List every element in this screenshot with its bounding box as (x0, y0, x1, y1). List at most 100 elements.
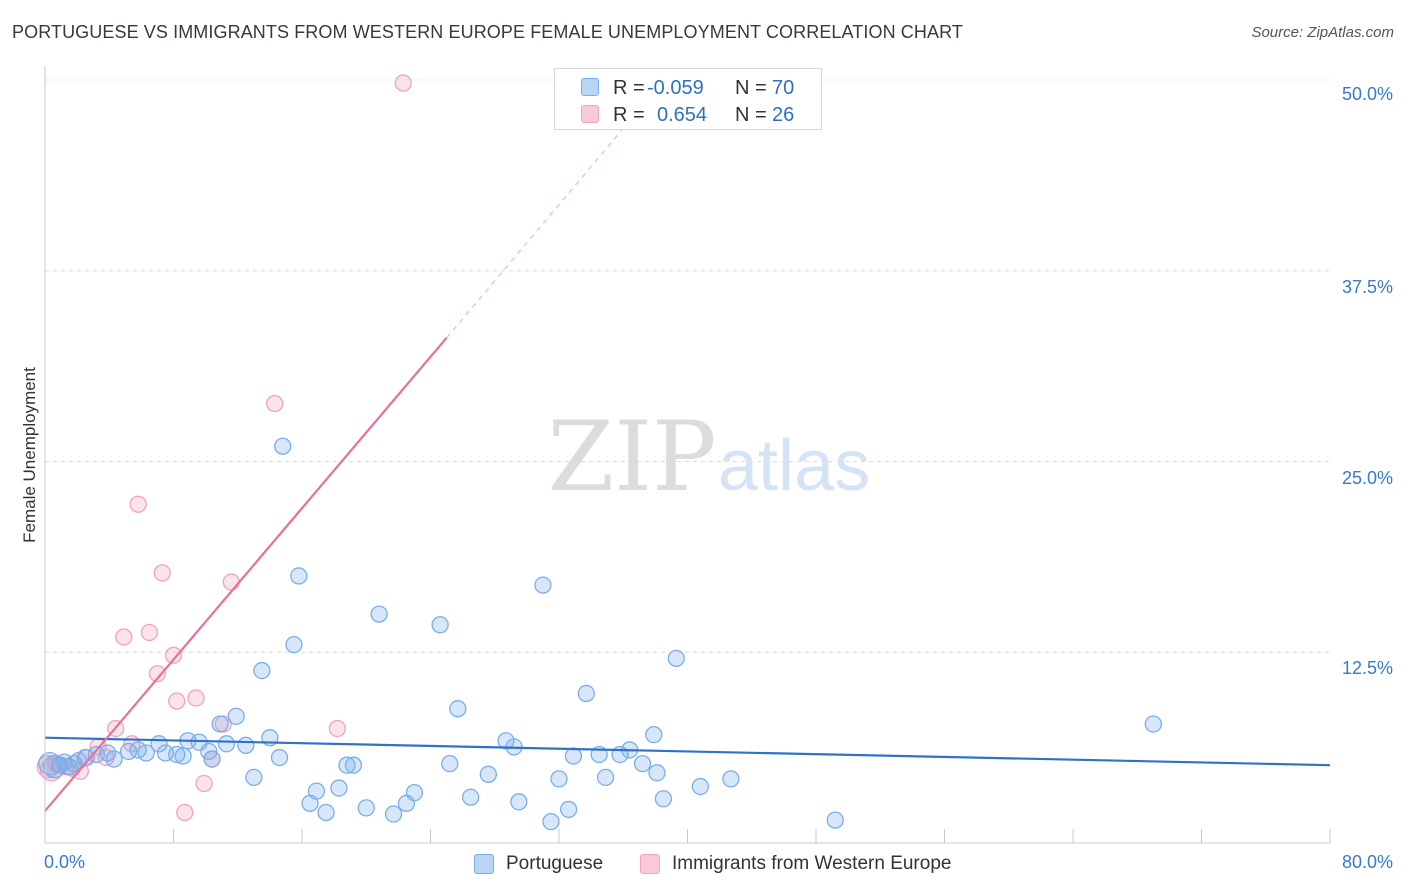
y-tick-label: 50.0% (1341, 84, 1393, 104)
portuguese-point (384, 805, 403, 823)
immigrants-point (140, 623, 159, 642)
y-tick-label: 25.0% (1341, 467, 1393, 488)
chart-title: PORTUGUESE VS IMMIGRANTS FROM WESTERN EU… (12, 22, 963, 42)
immigrants-point (153, 564, 171, 582)
portuguese-point (826, 811, 844, 829)
r-value: -0.059 (647, 77, 704, 99)
portuguese-point (559, 800, 578, 819)
portuguese-swatch (474, 854, 494, 874)
portuguese-point (338, 756, 356, 774)
immigrants-point (222, 573, 240, 591)
immigrants-point (328, 719, 346, 738)
portuguese-point (542, 812, 560, 831)
portuguese-swatch (581, 78, 599, 96)
portuguese-point (307, 782, 326, 800)
portuguese-point (237, 736, 255, 754)
portuguese-point (370, 605, 388, 623)
portuguese-point (1144, 715, 1162, 733)
immigrants-trend-line (44, 337, 448, 812)
x-tick-label: 80.0% (1341, 852, 1393, 872)
immigrants-point (195, 774, 213, 793)
portuguese-point (98, 744, 117, 762)
portuguese-point (168, 745, 186, 764)
immigrants-point (394, 74, 412, 92)
portuguese-point (274, 437, 292, 455)
series-portuguese-points (38, 437, 1162, 831)
immigrants-point (187, 689, 205, 707)
portuguese-point (534, 576, 552, 594)
portuguese-point (317, 803, 335, 822)
trend-lines (44, 122, 1331, 812)
portuguese-point (441, 754, 459, 773)
immigrants-point (148, 664, 167, 683)
watermark: ZIP atlas (547, 401, 870, 513)
n-label: N = (735, 104, 767, 126)
portuguese-point (76, 748, 94, 767)
r-label: R = (613, 104, 645, 126)
n-value: 26 (772, 104, 795, 126)
portuguese-point (633, 754, 652, 773)
y-tick-label: 37.5% (1341, 276, 1393, 297)
portuguese-point (645, 726, 663, 744)
portuguese-trend-line (44, 736, 1331, 767)
portuguese-point (449, 700, 467, 718)
portuguese-point (691, 777, 709, 796)
series-immigrants-points (36, 74, 412, 822)
axes (44, 66, 1331, 844)
x-tick-label: 0.0% (44, 852, 86, 872)
portuguese-point (217, 735, 236, 753)
portuguese-point (648, 764, 666, 782)
portuguese-point (227, 707, 245, 725)
immigrants-point (129, 495, 147, 513)
portuguese-point (60, 758, 78, 776)
portuguese-point (596, 768, 615, 787)
immigrants-trend-extension (446, 122, 629, 339)
portuguese-point (344, 756, 363, 774)
immigrants-point (164, 646, 183, 664)
portuguese-point (245, 768, 263, 787)
portuguese-point (550, 770, 568, 788)
portuguese-point (667, 649, 685, 668)
grid-lines (45, 79, 1330, 653)
n-value: 70 (772, 77, 795, 99)
watermark-atlas: atlas (718, 426, 870, 506)
portuguese-point (174, 747, 192, 765)
portuguese-point (290, 567, 308, 585)
watermark-zip: ZIP (547, 401, 716, 513)
portuguese-point (211, 715, 229, 733)
portuguese-point (105, 750, 123, 768)
r-label: R = (613, 77, 645, 99)
series-legend: Portuguese Immigrants from Western Europ… (0, 850, 1406, 880)
portuguese-point (285, 635, 303, 654)
portuguese-point (203, 750, 221, 768)
portuguese-point (564, 747, 583, 765)
legend-label: Immigrants from Western Europe (672, 853, 952, 874)
portuguese-point (253, 661, 271, 680)
source-label: Source: ZipAtlas.com (1251, 24, 1394, 41)
correlation-legend: R = -0.059 N = 70 R = 0.654 N = 26 (554, 68, 822, 130)
y-tick-label: 12.5% (1341, 658, 1393, 679)
immigrants-point (266, 394, 284, 413)
immigrants-swatch (640, 854, 660, 874)
portuguese-point (479, 765, 497, 783)
portuguese-point (431, 616, 449, 634)
portuguese-point (510, 793, 528, 811)
portuguese-point (405, 783, 424, 802)
immigrants-point (176, 803, 194, 822)
portuguese-point (42, 755, 67, 779)
immigrants-point (168, 692, 186, 710)
portuguese-point (137, 744, 155, 762)
portuguese-point (270, 748, 289, 767)
r-value: 0.654 (657, 104, 708, 126)
portuguese-point (357, 799, 375, 817)
immigrants-swatch (581, 105, 599, 123)
immigrants-point (115, 628, 133, 646)
portuguese-point (722, 770, 740, 788)
portuguese-point (577, 684, 595, 703)
portuguese-point (330, 779, 348, 797)
portuguese-point (462, 788, 480, 806)
legend-label: Portuguese (506, 853, 604, 874)
portuguese-point (654, 790, 673, 808)
n-label: N = (735, 77, 767, 99)
